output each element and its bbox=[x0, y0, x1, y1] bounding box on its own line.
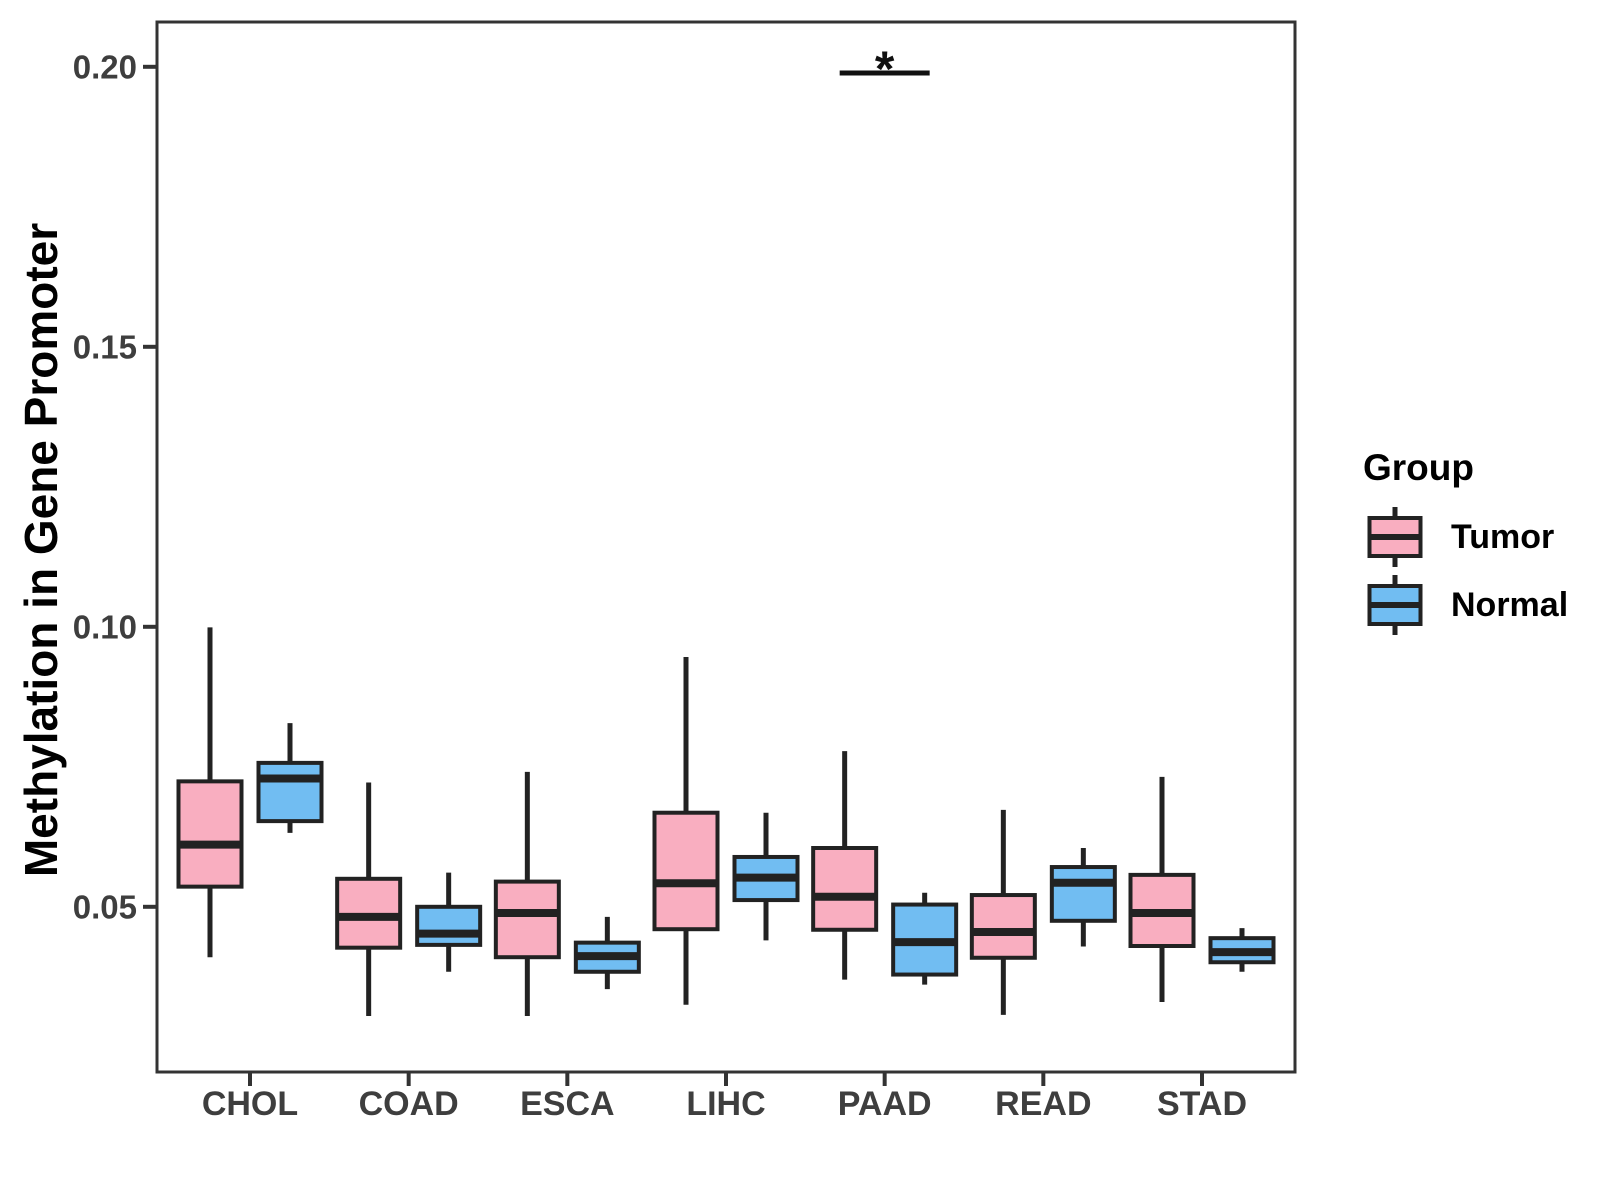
y-tick-label: 0.10 bbox=[73, 608, 137, 645]
normal-box-coad bbox=[415, 904, 483, 947]
tumor-box-esca bbox=[493, 879, 561, 960]
x-tick-label: LIHC bbox=[686, 1085, 765, 1123]
x-tick-label: STAD bbox=[1157, 1085, 1247, 1123]
normal-box-read bbox=[1049, 865, 1117, 923]
x-tick-label: COAD bbox=[359, 1085, 459, 1123]
legend-title: Group bbox=[1363, 447, 1474, 488]
legend: Group Tumor Normal bbox=[1340, 446, 1568, 639]
x-tick-label: ESCA bbox=[520, 1085, 614, 1123]
y-tick-label: 0.05 bbox=[73, 888, 137, 925]
legend-label-normal: Normal bbox=[1451, 585, 1569, 624]
tumor-box-paad bbox=[811, 846, 879, 932]
panel-border bbox=[155, 20, 1297, 1074]
x-tick-label: PAAD bbox=[838, 1085, 932, 1123]
significance-star: * bbox=[875, 41, 895, 97]
tumor-box-chol bbox=[176, 779, 244, 889]
tumor-box-read bbox=[969, 893, 1037, 960]
legend-label-tumor: Tumor bbox=[1451, 517, 1555, 556]
x-tick-label: READ bbox=[995, 1085, 1091, 1123]
normal-boxplot-key-icon bbox=[1367, 575, 1423, 635]
y-tick-label: 0.20 bbox=[73, 48, 137, 85]
tumor-boxplot-key-icon bbox=[1367, 507, 1423, 567]
x-tick-label: CHOL bbox=[202, 1085, 298, 1123]
legend-entry-normal: Normal bbox=[1340, 571, 1568, 639]
normal-box-chol bbox=[256, 760, 324, 824]
y-tick-label: 0.15 bbox=[73, 328, 137, 365]
tumor-box-lihc bbox=[652, 810, 720, 932]
legend-entry-tumor: Tumor bbox=[1340, 503, 1568, 571]
